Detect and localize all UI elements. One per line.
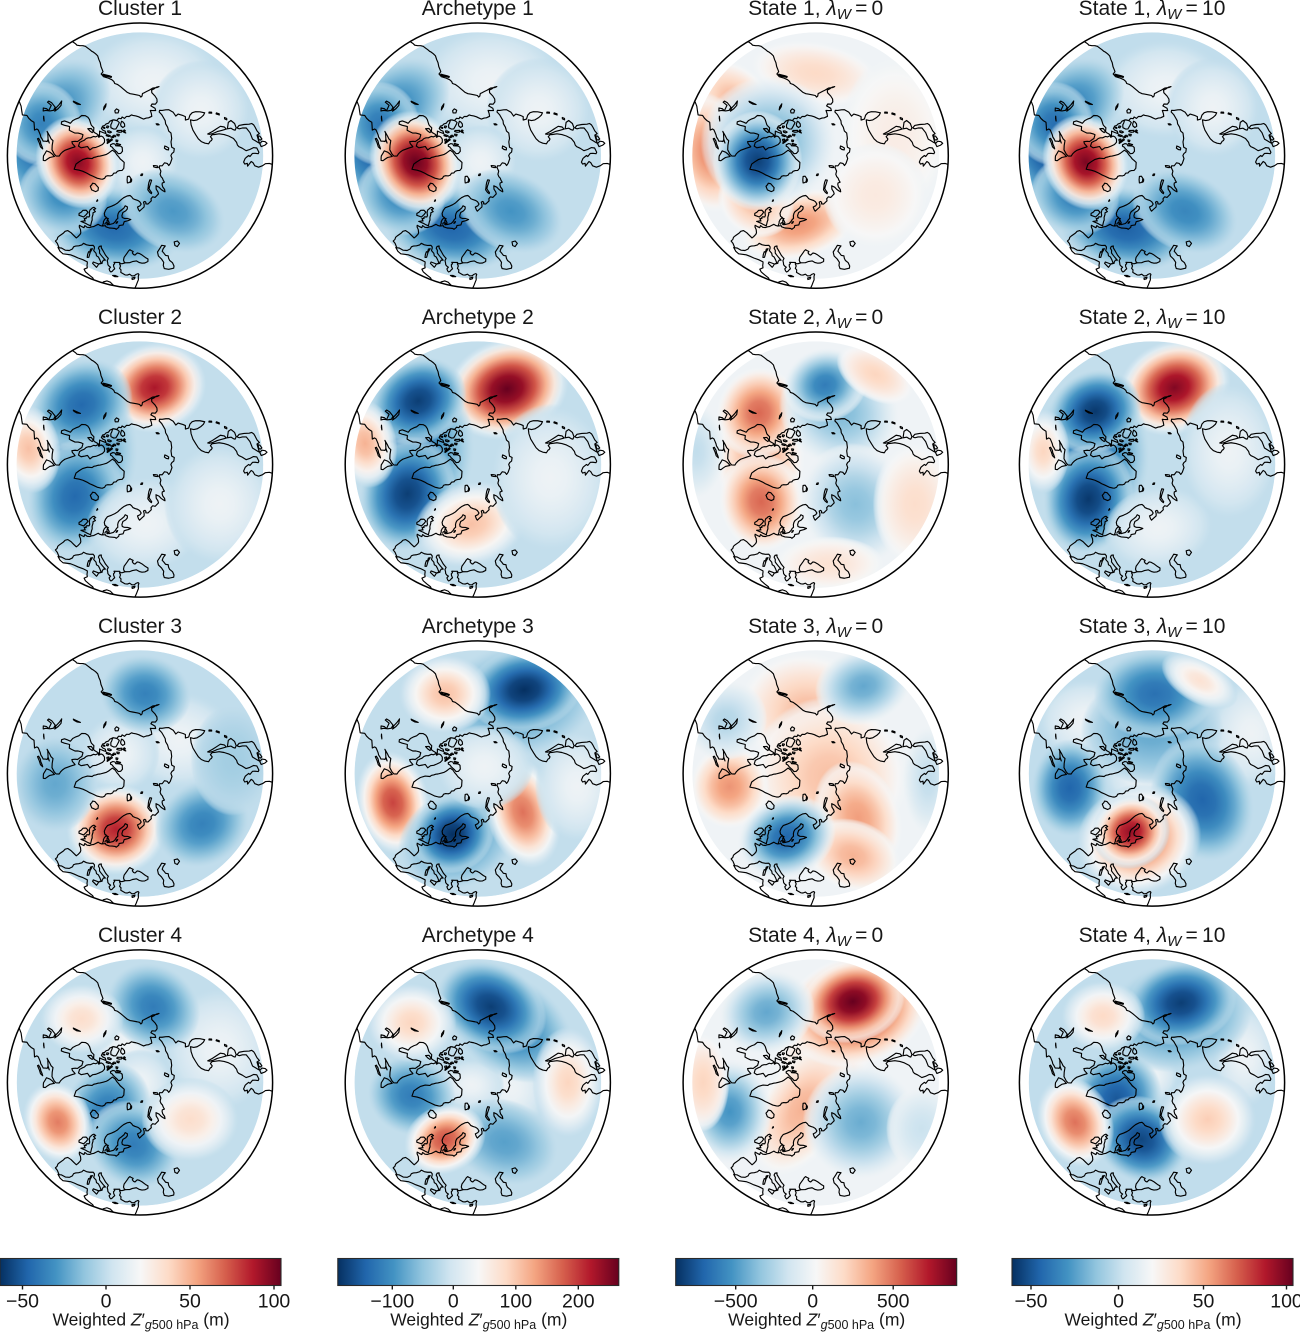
svg-text:0: 0 — [807, 1291, 818, 1313]
svg-text:−50: −50 — [6, 1291, 39, 1313]
svg-text:0: 0 — [101, 1291, 112, 1313]
svg-text:Archetype 2: Archetype 2 — [422, 306, 534, 329]
svg-text:−100: −100 — [370, 1291, 414, 1313]
svg-text:State 2, λW = 0: State 2, λW = 0 — [748, 306, 883, 332]
svg-text:Weighted Z′g500 hPa (m): Weighted Z′g500 hPa (m) — [390, 1310, 567, 1333]
svg-text:50: 50 — [179, 1291, 201, 1313]
svg-text:0: 0 — [448, 1291, 459, 1313]
svg-text:Cluster 1: Cluster 1 — [98, 0, 182, 20]
svg-text:Archetype 4: Archetype 4 — [422, 924, 534, 947]
svg-text:Archetype 1: Archetype 1 — [422, 0, 534, 20]
svg-text:0: 0 — [1113, 1291, 1124, 1313]
svg-text:200: 200 — [562, 1291, 595, 1313]
svg-text:Weighted Z′g500 hPa (m): Weighted Z′g500 hPa (m) — [52, 1310, 229, 1333]
svg-text:Cluster 2: Cluster 2 — [98, 306, 182, 329]
svg-text:−50: −50 — [1014, 1291, 1047, 1313]
svg-text:State 4, λW = 0: State 4, λW = 0 — [748, 924, 883, 950]
svg-text:100: 100 — [258, 1291, 291, 1313]
svg-text:State 2, λW = 10: State 2, λW = 10 — [1079, 306, 1226, 332]
svg-text:State 3, λW = 0: State 3, λW = 0 — [748, 615, 883, 641]
svg-text:500: 500 — [877, 1291, 910, 1313]
svg-text:−500: −500 — [714, 1291, 758, 1313]
svg-text:State 3, λW = 10: State 3, λW = 10 — [1079, 615, 1226, 641]
svg-text:Archetype 3: Archetype 3 — [422, 615, 534, 638]
svg-text:100: 100 — [1270, 1291, 1300, 1313]
svg-text:100: 100 — [500, 1291, 533, 1313]
svg-text:State 1, λW = 0: State 1, λW = 0 — [748, 0, 883, 23]
svg-text:50: 50 — [1193, 1291, 1215, 1313]
svg-text:State 1, λW = 10: State 1, λW = 10 — [1079, 0, 1226, 23]
svg-text:State 4, λW = 10: State 4, λW = 10 — [1079, 924, 1226, 950]
svg-text:Cluster 4: Cluster 4 — [98, 924, 182, 947]
svg-text:Weighted Z′g500 hPa (m): Weighted Z′g500 hPa (m) — [1064, 1310, 1241, 1333]
svg-text:Cluster 3: Cluster 3 — [98, 615, 182, 638]
svg-text:Weighted Z′g500 hPa (m): Weighted Z′g500 hPa (m) — [728, 1310, 905, 1333]
